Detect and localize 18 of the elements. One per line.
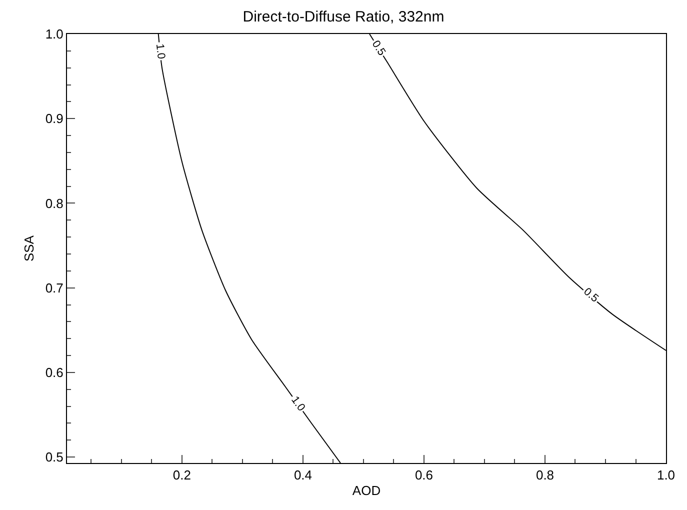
y-tick-label: 0.6 [45,365,64,380]
y-axis-title: SSA [21,235,36,262]
y-tick-label: 0.9 [45,111,64,126]
chart-title: Direct-to-Diffuse Ratio, 332nm [242,8,444,26]
text: 0.5 [581,286,601,305]
x-tick-label: 0.2 [172,468,191,483]
y-tick-label: 0.8 [45,196,64,211]
y-tick-label: 0.7 [45,280,64,296]
x-tick-label: 0.4 [294,468,312,483]
text: 1.0 [288,394,308,414]
y-tick-label: 0.5 [45,450,64,465]
text: 0.5 [369,38,388,58]
x-tick-label: 0.6 [414,468,434,483]
x-axis-title: AOD [352,483,381,498]
x-tick-label: 0.8 [536,468,554,483]
x-tick-label: 1.0 [656,468,676,483]
y-tick-label: 1.0 [45,26,64,42]
text: 1.0 [153,43,167,60]
